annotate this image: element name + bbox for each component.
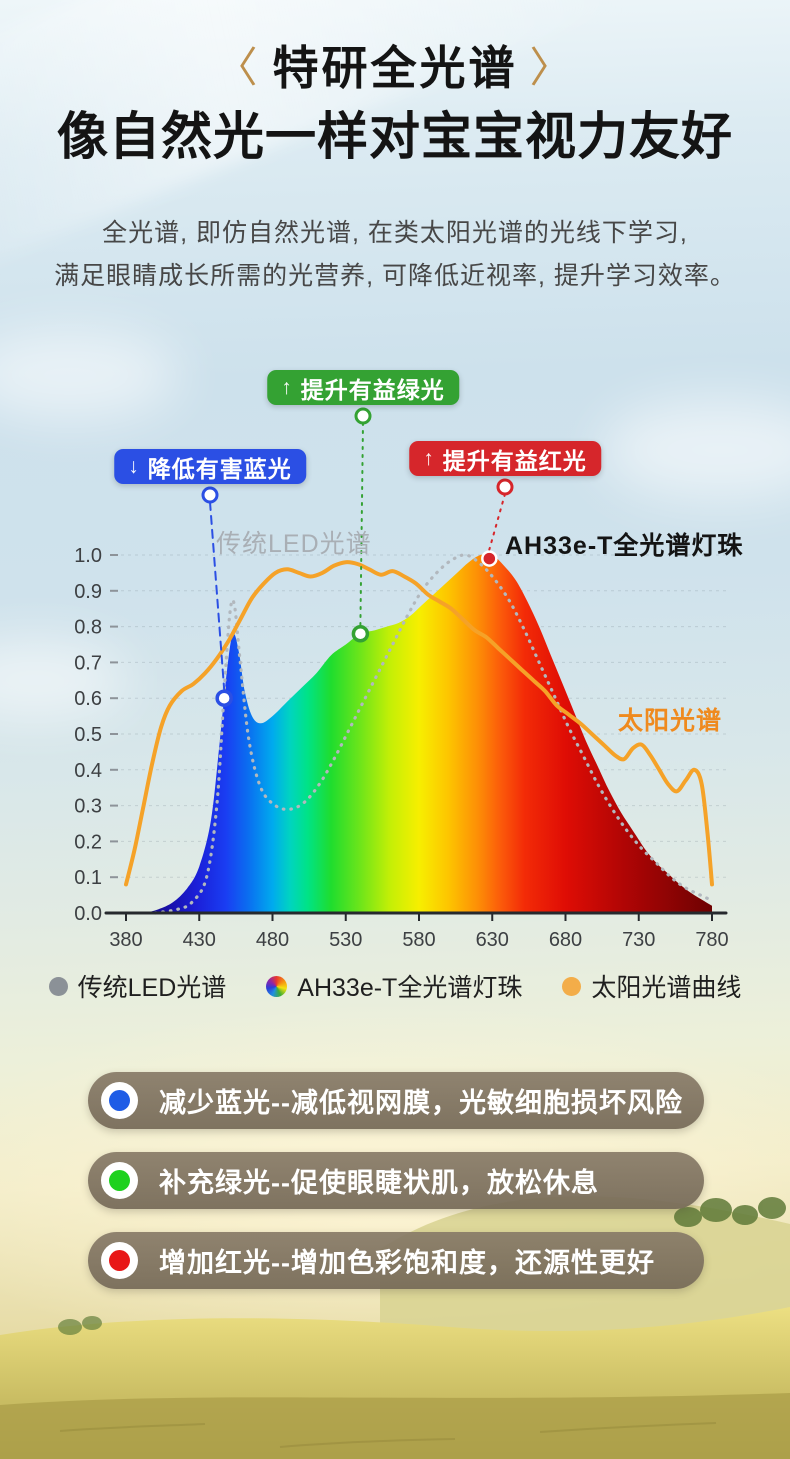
x-tick-label: 630 xyxy=(476,929,509,951)
title-bracket-left-icon: 〈 xyxy=(215,44,261,91)
up-arrow-icon: ↑ xyxy=(281,375,293,399)
benefit-text: 减少蓝光--减低视网膜，光敏细胞损坏风险 xyxy=(159,1088,683,1118)
y-tick-label: 0.0 xyxy=(74,903,102,925)
label-traditional-led-spectrum: 传统LED光谱 xyxy=(216,530,372,558)
x-tick-label: 730 xyxy=(622,929,655,951)
red-connector-line xyxy=(488,493,506,551)
grass-streaks xyxy=(59,1422,717,1448)
legend-label: 太阳光谱曲线 xyxy=(591,974,742,1002)
legend-label: 传统LED光谱 xyxy=(77,974,227,1002)
legend-item-solar: 太阳光谱曲线 xyxy=(562,968,741,1004)
white-ring xyxy=(101,1242,138,1279)
cloud-decor xyxy=(0,330,180,420)
y-tick-label: 0.9 xyxy=(74,581,102,603)
rainbow-dot-icon xyxy=(266,975,288,997)
orange-dot-icon xyxy=(562,976,582,996)
y-tick-label: 0.8 xyxy=(74,617,102,639)
callout-label: 降低有害蓝光 xyxy=(147,455,292,482)
bushes-right xyxy=(674,1197,786,1227)
blue-dot-icon xyxy=(109,1090,130,1111)
page-subtitle: 像自然光一样对宝宝视力友好 xyxy=(56,108,733,165)
y-tick-label: 1.0 xyxy=(74,545,102,567)
cloud-decor xyxy=(0,640,130,720)
x-tick-label: 430 xyxy=(183,929,216,951)
description-line-2: 满足眼睛成长所需的光营养, 可降低近视率, 提升学习效率。 xyxy=(54,262,736,290)
description: 全光谱, 即仿自然光谱, 在类太阳光谱的光线下学习, 满足眼睛成长所需的光营养,… xyxy=(0,212,790,298)
title-text: 特研全光谱 xyxy=(272,42,518,94)
red-anchor-dot xyxy=(496,478,514,496)
x-tick-label: 580 xyxy=(402,929,435,951)
green-data-marker xyxy=(351,625,370,643)
y-tick-label: 0.1 xyxy=(74,867,102,889)
red-dot-icon xyxy=(109,1250,130,1271)
callout-label: 提升有益绿光 xyxy=(300,376,445,403)
callout-reduce-harmful-blue: ↓ 降低有害蓝光 xyxy=(114,449,306,484)
x-tick-label: 680 xyxy=(549,929,582,951)
y-tick-label: 0.4 xyxy=(74,760,102,782)
benefit-add-red-light: 增加红光--增加色彩饱和度，还源性更好 xyxy=(88,1232,704,1289)
gray-dot-icon xyxy=(48,976,68,996)
foreground-field xyxy=(0,1393,790,1459)
blue-data-marker xyxy=(215,689,233,707)
bushes-left xyxy=(58,1316,102,1335)
callout-boost-beneficial-green: ↑ 提升有益绿光 xyxy=(267,370,459,405)
benefit-add-green-light: 补充绿光--促使眼睫状肌，放松休息 xyxy=(88,1152,704,1209)
green-dot-icon xyxy=(109,1170,130,1191)
y-tick-label: 0.5 xyxy=(74,724,102,746)
legend-label: AH33e-T全光谱灯珠 xyxy=(297,974,523,1002)
callout-boost-beneficial-red: ↑ 提升有益红光 xyxy=(409,441,601,476)
white-ring xyxy=(101,1082,138,1119)
benefit-reduce-blue-light: 减少蓝光--减低视网膜，光敏细胞损坏风险 xyxy=(88,1072,704,1129)
x-tick-label: 530 xyxy=(329,929,362,951)
legend-item-ah33e: AH33e-T全光谱灯珠 xyxy=(266,968,522,1004)
callout-label: 提升有益红光 xyxy=(442,447,587,474)
x-tick-label: 780 xyxy=(695,929,728,951)
cloud-decor xyxy=(600,400,790,500)
legend-item-led: 传统LED光谱 xyxy=(48,968,227,1004)
x-tick-label: 480 xyxy=(256,929,289,951)
x-tick-label: 380 xyxy=(109,929,142,951)
down-arrow-icon: ↓ xyxy=(128,454,140,478)
title-bracket-right-icon: 〉 xyxy=(529,44,575,91)
y-tick-label: 0.3 xyxy=(74,796,102,818)
up-arrow-icon: ↑ xyxy=(423,446,435,470)
label-solar-spectrum: 太阳光谱 xyxy=(618,707,723,735)
label-ah33e-full-spectrum: AH33e-T全光谱灯珠 xyxy=(505,532,744,560)
chart-legend: 传统LED光谱 AH33e-T全光谱灯珠 太阳光谱曲线 xyxy=(0,968,790,1004)
benefit-text: 增加红光--增加色彩饱和度，还源性更好 xyxy=(159,1248,655,1278)
page-title: 〈特研全光谱〉 xyxy=(0,32,790,98)
grass-landscape xyxy=(0,1196,790,1459)
y-tick-label: 0.2 xyxy=(74,831,102,853)
red-data-marker xyxy=(481,550,498,567)
white-ring xyxy=(101,1162,138,1199)
benefit-text: 补充绿光--促使眼睫状肌，放松休息 xyxy=(159,1168,599,1198)
blue-anchor-dot xyxy=(201,486,219,504)
description-line-1: 全光谱, 即仿自然光谱, 在类太阳光谱的光线下学习, xyxy=(102,219,688,247)
green-anchor-dot xyxy=(354,407,372,425)
